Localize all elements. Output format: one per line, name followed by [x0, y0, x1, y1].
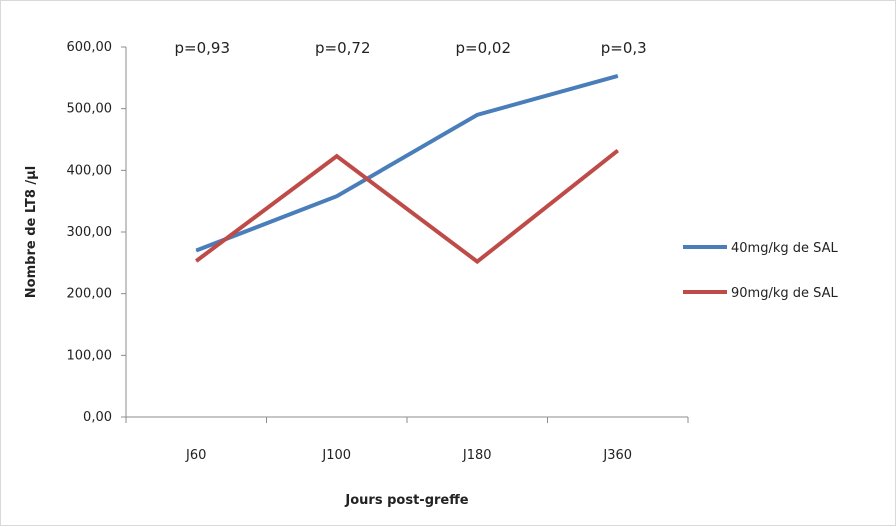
data-point: [617, 75, 619, 77]
x-axis-title: Jours post-greffe: [344, 493, 468, 508]
y-tick-label: 600,00: [67, 40, 113, 55]
legend: 40mg/kg de SAL 90mg/kg de SAL: [683, 241, 839, 301]
p-value-label: p=0,93: [175, 39, 231, 57]
data-point: [476, 114, 478, 116]
y-tick-label: 300,00: [67, 225, 113, 240]
x-tick-label: J180: [462, 448, 492, 463]
legend-label: 40mg/kg de SAL: [731, 241, 839, 256]
p-value-label: p=0,72: [315, 39, 371, 57]
y-ticks: 0,00 100,00 200,00 300,00 400,00 500,00 600,00: [67, 40, 126, 425]
data-point: [336, 195, 338, 197]
y-tick-label: 200,00: [67, 287, 113, 302]
series-lines: [195, 74, 619, 265]
series-line-2: [195, 149, 619, 265]
y-tick-label: 400,00: [67, 163, 113, 178]
legend-label: 90mg/kg de SAL: [731, 286, 839, 301]
series-line-1: [195, 74, 619, 253]
data-point: [476, 261, 478, 263]
data-point: [336, 155, 338, 157]
p-value-label: p=0,3: [601, 39, 647, 57]
data-point: [617, 150, 619, 152]
x-tick-label: J360: [602, 448, 632, 463]
x-ticks: J60 J100 J180 J360: [125, 417, 689, 463]
y-tick-label: 500,00: [67, 102, 113, 117]
p-value-annotations: p=0,93 p=0,72 p=0,02 p=0,3: [175, 39, 647, 57]
y-tick-label: 100,00: [67, 348, 113, 363]
data-point: [195, 250, 197, 251]
y-tick-label: 0,00: [83, 410, 112, 425]
y-axis-title: Nombre de LT8 /µl: [24, 166, 39, 298]
x-tick-label: J60: [185, 448, 206, 463]
p-value-label: p=0,02: [456, 39, 512, 57]
data-point: [195, 260, 197, 262]
x-tick-label: J100: [321, 448, 351, 463]
